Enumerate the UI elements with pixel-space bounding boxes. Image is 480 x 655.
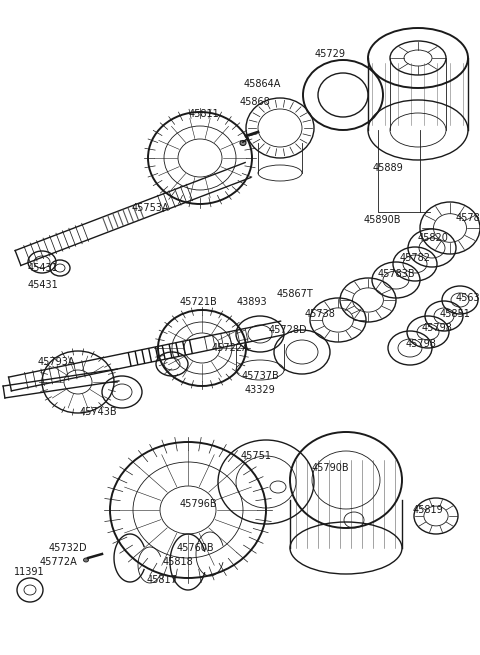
Text: 45796B: 45796B [179, 499, 217, 509]
Text: 45890B: 45890B [363, 215, 401, 225]
Text: 45820: 45820 [418, 233, 449, 243]
Text: 45732D: 45732D [48, 543, 87, 553]
Text: 45772A: 45772A [39, 557, 77, 567]
Text: 45867T: 45867T [276, 289, 313, 299]
Text: 45721B: 45721B [179, 297, 217, 307]
Text: 45851: 45851 [440, 309, 471, 319]
Text: 45817: 45817 [146, 575, 178, 585]
Text: 45798: 45798 [406, 339, 437, 349]
Text: 45811: 45811 [189, 109, 219, 119]
Text: 43893: 43893 [237, 297, 267, 307]
Text: 45751: 45751 [240, 451, 272, 461]
Text: 45729: 45729 [314, 49, 346, 59]
Text: 45819: 45819 [413, 505, 444, 515]
Text: 45722A: 45722A [211, 343, 249, 353]
Text: 11391: 11391 [14, 567, 45, 577]
Text: 45793A: 45793A [38, 357, 75, 367]
Text: 45728D: 45728D [269, 325, 307, 335]
Text: 45864A: 45864A [243, 79, 281, 89]
Text: 45790B: 45790B [311, 463, 349, 473]
Text: 45738: 45738 [305, 309, 336, 319]
Text: 45783B: 45783B [378, 269, 416, 279]
Ellipse shape [240, 141, 246, 145]
Text: 45818: 45818 [163, 557, 193, 567]
Text: 45431: 45431 [28, 263, 59, 273]
Text: 45889: 45889 [372, 163, 403, 173]
Text: 45737B: 45737B [241, 371, 279, 381]
Text: 45798: 45798 [422, 323, 453, 333]
Text: 45743B: 45743B [79, 407, 117, 417]
Text: 45868: 45868 [240, 97, 270, 107]
Text: 45753A: 45753A [131, 203, 169, 213]
Text: 45782: 45782 [400, 253, 431, 263]
Text: 45760B: 45760B [176, 543, 214, 553]
Text: 43329: 43329 [245, 385, 276, 395]
Text: 45781: 45781 [456, 213, 480, 223]
Text: 45636B: 45636B [456, 293, 480, 303]
Ellipse shape [84, 558, 88, 562]
Text: 45431: 45431 [28, 280, 59, 290]
